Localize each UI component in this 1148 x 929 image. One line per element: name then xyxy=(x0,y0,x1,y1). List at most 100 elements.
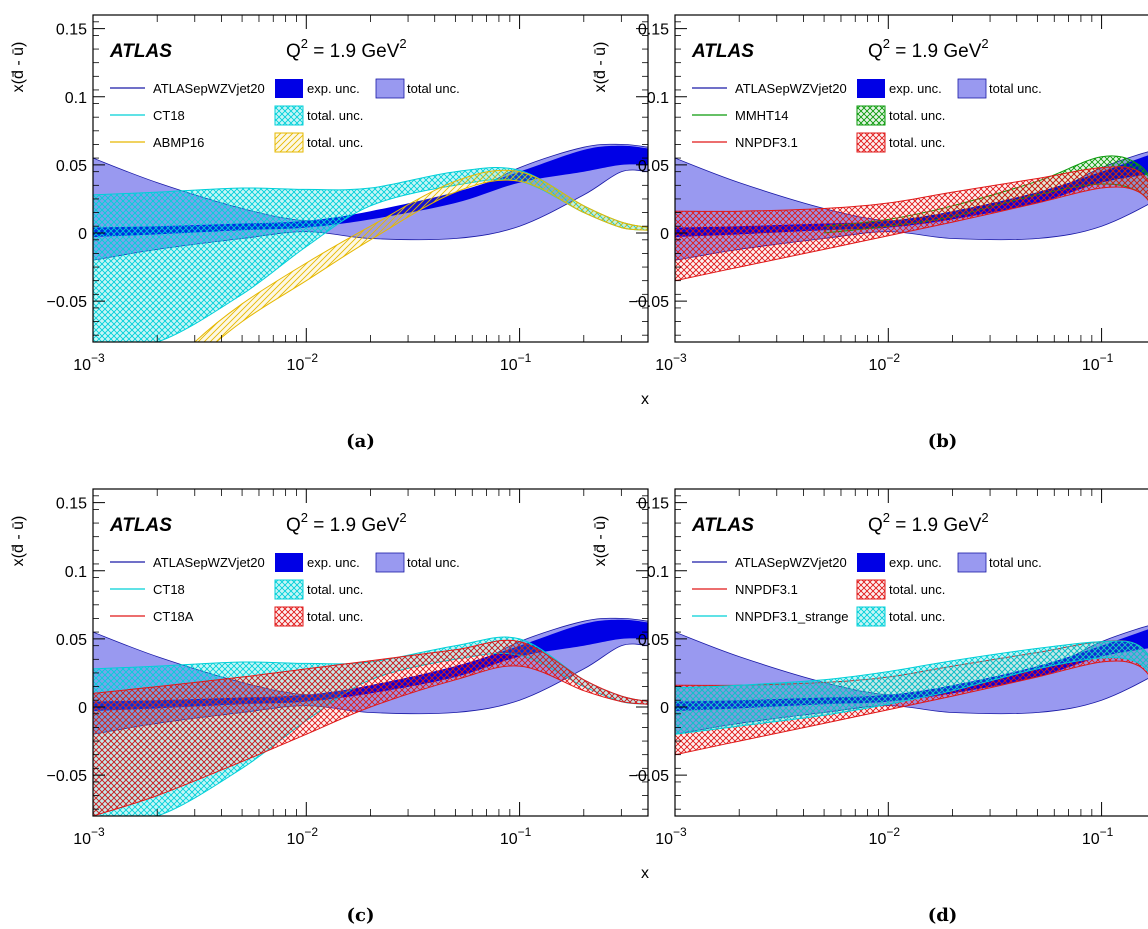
legend-name: ATLASepWZVjet20 xyxy=(735,555,847,570)
q2-part: 2 xyxy=(399,36,406,51)
q2-part: = 1.9 GeV xyxy=(308,515,400,536)
x-tick-label: 10−3 xyxy=(655,351,687,374)
plot-area xyxy=(93,617,648,816)
legend-name: ABMP16 xyxy=(153,135,204,150)
x-tick-base: 10 xyxy=(500,831,518,848)
legend-entry-ct18: CT18 total. unc. xyxy=(110,579,363,600)
panel-caption: (b) xyxy=(928,431,958,452)
y-tick-label: 0.15 xyxy=(56,496,87,513)
x-tick-label: 10−1 xyxy=(500,825,532,848)
legend-exp-label: exp. unc. xyxy=(889,555,942,570)
legend-name: ATLASepWZVjet20 xyxy=(735,81,847,96)
y-tick-label: 0.1 xyxy=(647,90,669,107)
x-tick-exponent: −3 xyxy=(673,351,687,365)
x-tick-exponent: −1 xyxy=(518,825,532,839)
q2-part: Q xyxy=(868,515,883,536)
q2-part: 2 xyxy=(883,36,890,51)
q2-part: Q xyxy=(286,515,301,536)
x-tick-base: 10 xyxy=(287,831,305,848)
legend-box-exp xyxy=(275,79,303,98)
atlas-label: ATLAS xyxy=(691,41,754,62)
legend-entry-abmp16: ABMP16 total. unc. xyxy=(110,132,363,153)
y-tick-label: 0 xyxy=(78,700,87,717)
legend-box-exp xyxy=(275,553,303,572)
y-tick-label: 0.15 xyxy=(638,22,669,39)
legend-name: NNPDF3.1_strange xyxy=(735,609,848,624)
band-lower-nnpdf3-1 xyxy=(675,660,1148,756)
x-tick-base: 10 xyxy=(73,831,91,848)
x-tick-label: 10−2 xyxy=(287,825,319,848)
legend-box-exp xyxy=(857,79,885,98)
q2-part: 2 xyxy=(399,510,406,525)
x-tick-exponent: −3 xyxy=(91,351,105,365)
q2-part: 2 xyxy=(301,510,308,525)
legend-box-hatch xyxy=(274,105,304,126)
legend-entry-ct18: CT18 total. unc. xyxy=(110,105,363,126)
y-tick-label: −0.05 xyxy=(629,294,670,311)
q2-part: Q xyxy=(868,41,883,62)
y-tick-label: −0.05 xyxy=(47,294,88,311)
legend-unc-label: total. unc. xyxy=(307,582,363,597)
x-tick-exponent: −1 xyxy=(1100,825,1114,839)
band-upper-nnpdf3-1 xyxy=(675,166,1148,212)
y-tick-label: 0 xyxy=(660,700,669,717)
y-tick-label: 0.1 xyxy=(647,564,669,581)
atlas-label: ATLAS xyxy=(109,41,172,62)
y-tick-label: 0 xyxy=(78,226,87,243)
x-tick-exponent: −2 xyxy=(304,825,318,839)
x-tick-exponent: −3 xyxy=(673,825,687,839)
q2-label: Q2 = 1.9 GeV2 xyxy=(868,510,989,536)
legend-box-hatch xyxy=(856,105,886,126)
x-tick-base: 10 xyxy=(655,357,673,374)
y-tick-label: 0.1 xyxy=(65,564,87,581)
y-axis-label: x(d̄ - ū) xyxy=(592,516,609,567)
legend-entry-atlasepwzvjet20: ATLASepWZVjet20 exp. unc. total unc. xyxy=(110,78,460,99)
band-upper-ct18a xyxy=(93,639,648,703)
band-hatch-ct18a xyxy=(93,640,648,816)
q2-part: = 1.9 GeV xyxy=(890,515,982,536)
q2-label: Q2 = 1.9 GeV2 xyxy=(286,510,407,536)
q2-label: Q2 = 1.9 GeV2 xyxy=(286,36,407,62)
atlas-label: ATLAS xyxy=(691,515,754,536)
legend-unc-label: total. unc. xyxy=(889,582,945,597)
x-tick-exponent: −2 xyxy=(304,351,318,365)
x-tick-label: 10−2 xyxy=(869,351,901,374)
legend-unc-label: total. unc. xyxy=(889,108,945,123)
x-axis-label: x xyxy=(641,391,649,408)
plot-area xyxy=(675,625,1148,756)
x-tick-label: 10−3 xyxy=(655,825,687,848)
q2-part: 2 xyxy=(883,510,890,525)
legend-unc-label: total. unc. xyxy=(307,135,363,150)
x-tick-base: 10 xyxy=(869,357,887,374)
legend-name: NNPDF3.1 xyxy=(735,582,798,597)
legend-box-total xyxy=(957,78,987,99)
x-tick-base: 10 xyxy=(869,831,887,848)
x-tick-label: 10−2 xyxy=(869,825,901,848)
legend-name: ATLASepWZVjet20 xyxy=(153,555,265,570)
legend-name: NNPDF3.1 xyxy=(735,135,798,150)
legend-box-exp xyxy=(857,553,885,572)
band-hatch-ct18 xyxy=(93,167,648,342)
band-hatch-nnpdf3-1-strange xyxy=(675,640,1148,735)
x-tick-label: 10−1 xyxy=(1082,351,1114,374)
legend-box-hatch xyxy=(856,579,886,600)
y-tick-label: 0.05 xyxy=(56,158,87,175)
legend-exp-label: exp. unc. xyxy=(307,555,360,570)
legend-box-total xyxy=(375,552,405,573)
q2-part: = 1.9 GeV xyxy=(308,41,400,62)
x-tick-base: 10 xyxy=(1082,831,1100,848)
legend-box-hatch xyxy=(274,132,304,153)
band-hatch-abmp16 xyxy=(194,170,648,342)
legend-box-hatch xyxy=(856,606,886,627)
legend-box-total xyxy=(957,552,987,573)
x-tick-label: 10−3 xyxy=(73,825,105,848)
atlas-label: ATLAS xyxy=(109,515,172,536)
panel-caption: (a) xyxy=(346,431,375,452)
legend-box-hatch xyxy=(274,579,304,600)
x-tick-label: 10−1 xyxy=(1082,825,1114,848)
panel-caption: (d) xyxy=(928,905,958,926)
q2-label: Q2 = 1.9 GeV2 xyxy=(868,36,989,62)
